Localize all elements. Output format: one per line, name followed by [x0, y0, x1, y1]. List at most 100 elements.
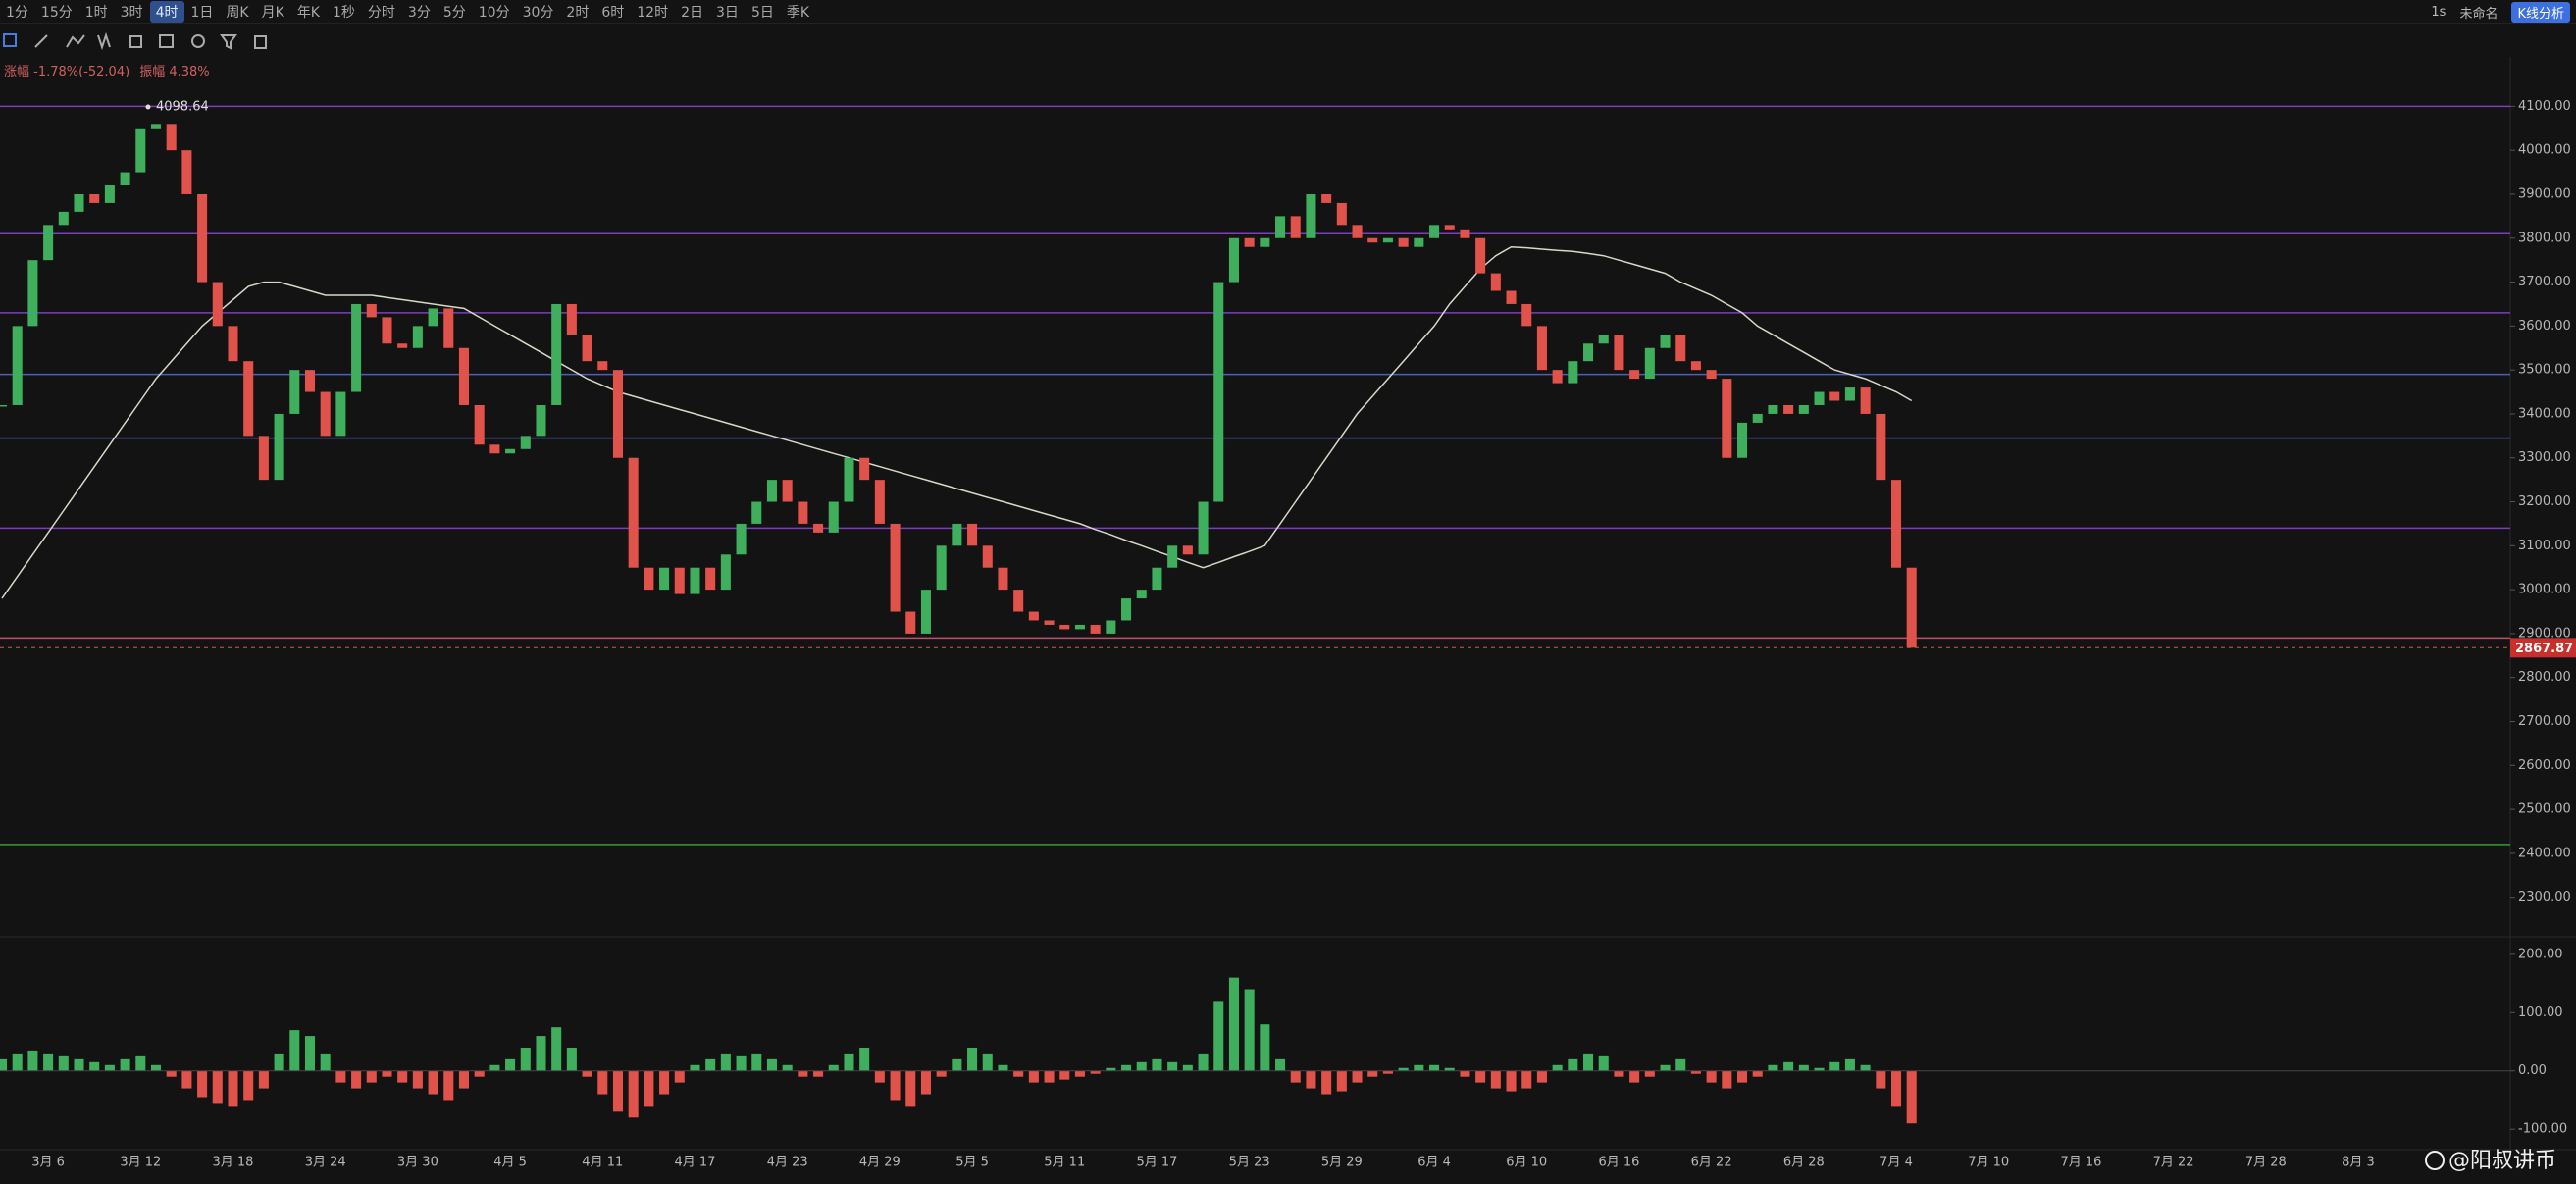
candle [335, 391, 346, 437]
macd-bar [705, 1058, 716, 1071]
candle [1367, 237, 1378, 243]
macd-bar [1460, 1070, 1470, 1077]
candle [1321, 193, 1332, 203]
interval-button[interactable]: 5分 [442, 4, 466, 21]
candle [1013, 590, 1024, 612]
candle [489, 444, 500, 454]
interval-button[interactable]: 周K [226, 4, 249, 21]
tool-measure[interactable] [191, 34, 205, 48]
interval-button[interactable]: 2日 [681, 4, 704, 21]
interval-button[interactable]: 6时 [601, 4, 625, 21]
interval-button[interactable]: 30分 [522, 4, 554, 21]
watermark-text: @阳叔讲币 [2448, 1149, 2556, 1173]
candle [967, 523, 978, 546]
candle [1136, 590, 1147, 599]
x-tick-label: 6月 22 [1691, 1156, 1732, 1170]
candle [27, 260, 38, 327]
macd-bar [1490, 1070, 1501, 1089]
macd-bar [982, 1053, 993, 1071]
interval-button[interactable]: 1分 [6, 4, 28, 21]
macd-bar [920, 1070, 931, 1095]
macd-bar [1798, 1064, 1809, 1071]
macd-bar [243, 1070, 254, 1101]
macd-bar [1768, 1064, 1778, 1071]
macd-bar [181, 1070, 192, 1089]
tool-filter[interactable] [220, 34, 237, 50]
macd-bar [1414, 1064, 1424, 1071]
candle [551, 303, 562, 405]
drawing-tools [3, 31, 267, 51]
macd-bar [1475, 1070, 1486, 1083]
y-tick-label: 4000.00 [2518, 143, 2571, 158]
candle [1798, 404, 1809, 414]
macd-bar [1675, 1058, 1686, 1071]
ma-line [1, 245, 1913, 599]
top-control[interactable]: 未命名 [2459, 6, 2499, 22]
macd-bar [335, 1070, 346, 1083]
interval-button[interactable]: 2时 [566, 4, 590, 21]
interval-button[interactable]: 1时 [84, 4, 108, 21]
y-tick-label: 4100.00 [2518, 99, 2571, 114]
candle [428, 308, 438, 327]
interval-button[interactable]: 4时 [149, 0, 184, 23]
tool-delete[interactable] [254, 35, 267, 49]
interval-button[interactable]: 分时 [367, 4, 395, 21]
tool-text[interactable] [159, 34, 174, 48]
y-tick-label: 2700.00 [2518, 714, 2571, 729]
macd-bar [967, 1047, 978, 1071]
interval-button[interactable]: 15分 [40, 4, 73, 21]
tool-line[interactable] [34, 34, 48, 48]
macd-bar [1752, 1070, 1763, 1077]
top-right-controls: 1s 未命名 K线分析 [2431, 0, 2570, 24]
interval-button[interactable]: 月K [261, 4, 284, 21]
top-control[interactable]: 1s [2431, 4, 2447, 20]
tool-shape[interactable] [129, 35, 142, 48]
macd-bar [366, 1070, 377, 1083]
candle [258, 436, 269, 481]
macd-bar [1198, 1053, 1209, 1071]
tool-polyline[interactable] [66, 34, 85, 48]
candle [674, 567, 685, 594]
macd-bar [289, 1030, 300, 1071]
interval-button[interactable]: 1秒 [333, 4, 355, 21]
macd-bar [212, 1070, 223, 1104]
candle [813, 523, 824, 533]
macd-bar [150, 1064, 162, 1071]
interval-button[interactable]: 3时 [120, 4, 143, 21]
candle [181, 150, 192, 194]
analysis-button[interactable]: K线分析 [2511, 1, 2570, 23]
interval-button[interactable]: 3日 [716, 4, 739, 21]
macd-bar [844, 1053, 854, 1071]
x-tick-label: 4月 17 [674, 1156, 715, 1170]
interval-button[interactable]: 12时 [637, 4, 669, 21]
interval-button[interactable]: 年K [296, 4, 320, 21]
macd-bar [1074, 1070, 1085, 1077]
interval-button[interactable]: 5日 [750, 4, 774, 21]
macd-bar [1182, 1064, 1193, 1071]
y-tick-label: 2600.00 [2518, 758, 2571, 773]
candle [1382, 237, 1393, 243]
macd-bar [197, 1070, 208, 1098]
interval-button[interactable]: 10分 [478, 4, 510, 21]
macd-bar [1536, 1070, 1547, 1083]
candle [1536, 326, 1547, 371]
x-tick-label: 7月 4 [1880, 1156, 1913, 1170]
candle [120, 172, 130, 186]
x-tick-label: 3月 12 [120, 1156, 161, 1170]
tool-select[interactable] [3, 33, 17, 47]
candle [828, 501, 839, 533]
interval-button[interactable]: 1日 [190, 4, 214, 21]
interval-button[interactable]: 3分 [407, 4, 431, 21]
x-tick-label: 3月 24 [305, 1156, 346, 1170]
macd-bar [1521, 1070, 1532, 1089]
tool-pattern[interactable] [97, 31, 111, 51]
candle [1352, 225, 1363, 238]
macd-bar [1690, 1070, 1701, 1074]
macd-bar [1352, 1070, 1363, 1083]
macd-bar [1876, 1070, 1886, 1089]
candle [12, 326, 23, 405]
interval-button[interactable]: 季K [786, 4, 810, 21]
macd-bar [27, 1050, 38, 1071]
x-tick-label: 5月 23 [1229, 1156, 1270, 1170]
macd-bar [551, 1027, 562, 1071]
